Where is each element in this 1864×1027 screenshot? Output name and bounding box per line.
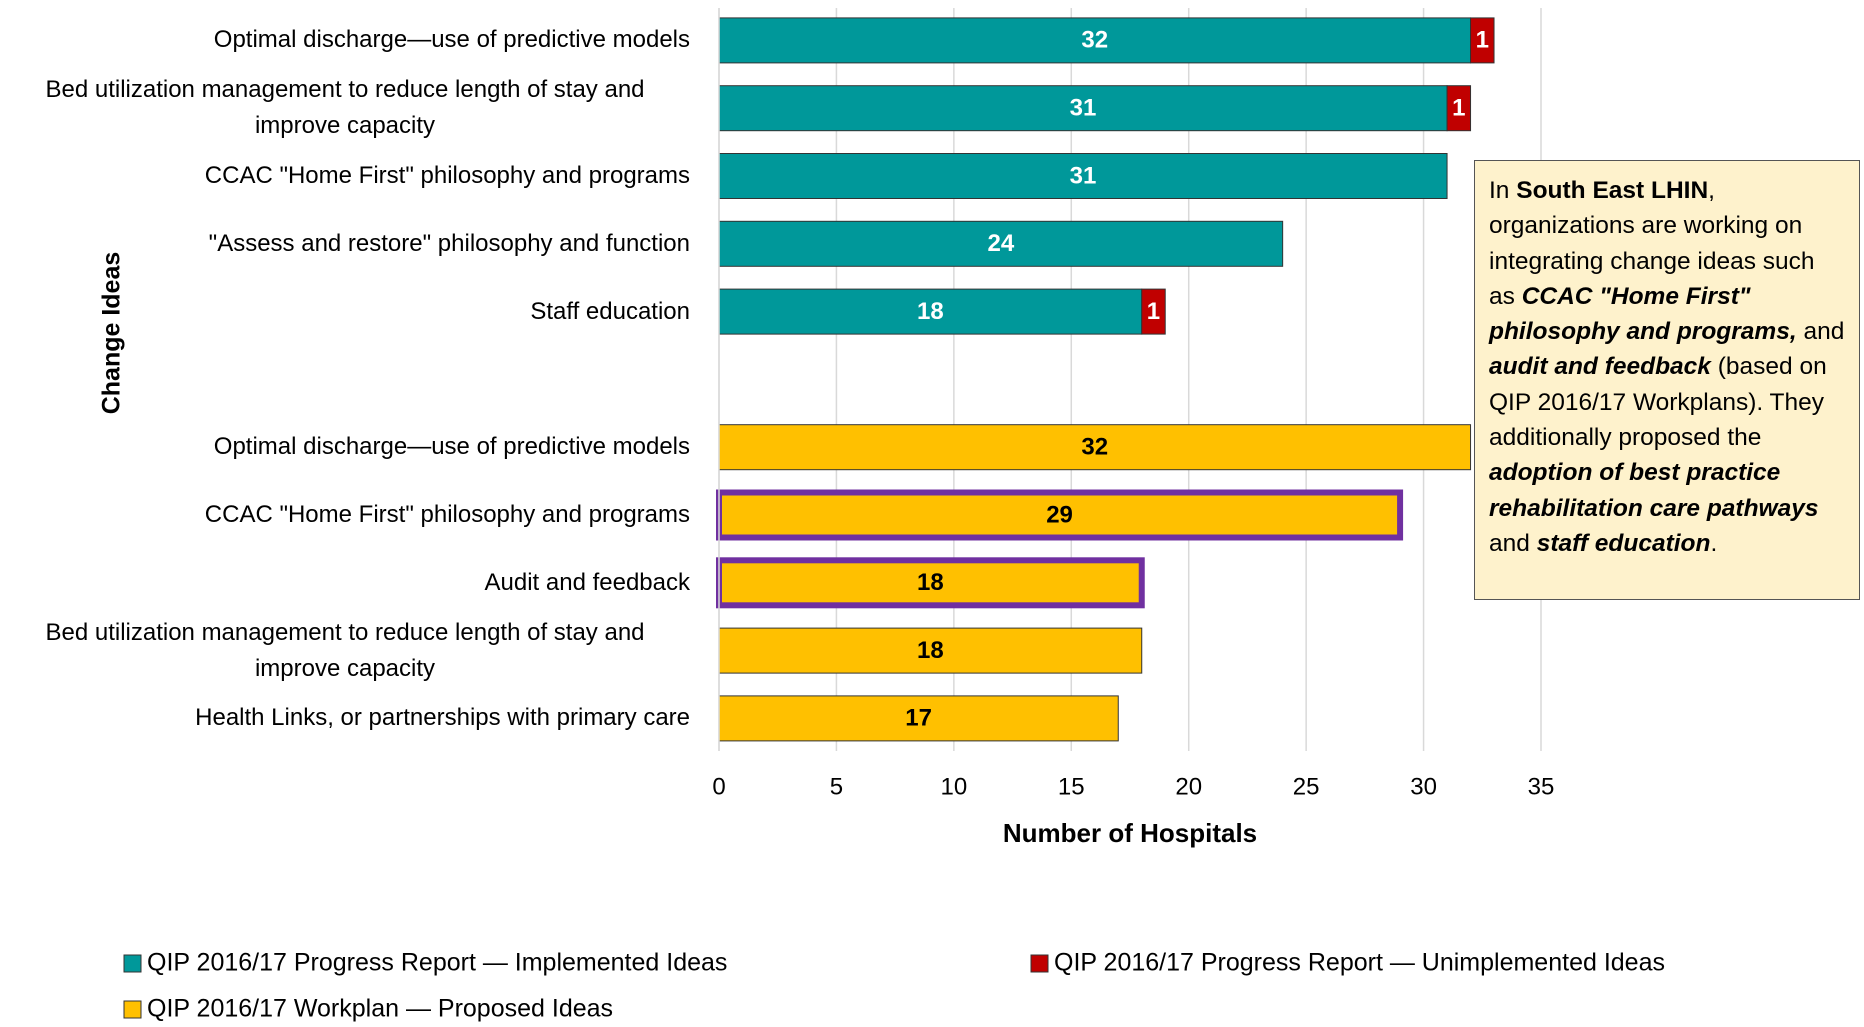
x-tick-label: 30 xyxy=(1410,773,1437,800)
y-tick-text: Health Links, or partnerships with prima… xyxy=(195,704,690,732)
y-tick-text: Optimal discharge—use of predictive mode… xyxy=(213,433,690,461)
bar xyxy=(718,424,1472,471)
data-label: 31 xyxy=(1070,95,1097,122)
bar xyxy=(716,557,1145,609)
bar xyxy=(1141,288,1166,335)
data-label: 18 xyxy=(917,298,944,325)
bar xyxy=(718,288,1143,335)
annotation-text: and xyxy=(1796,318,1845,346)
data-label: 17 xyxy=(905,705,932,732)
data-label: 1 xyxy=(1452,95,1465,122)
legend-label: QIP 2016/17 Workplan — Proposed Ideas xyxy=(147,995,613,1023)
x-tick-label: 15 xyxy=(1058,773,1085,800)
legend-label: QIP 2016/17 Progress Report — Unimplemen… xyxy=(1054,949,1665,977)
annotation: In South East LHIN, organizations are wo… xyxy=(1474,160,1860,600)
bar xyxy=(718,153,1448,199)
data-label: 1 xyxy=(1476,27,1489,54)
data-label: 32 xyxy=(1081,27,1108,54)
x-tick-label: 35 xyxy=(1528,773,1555,800)
annotation-text: , organizations are working on integrati… xyxy=(1489,177,1815,310)
y-tick-text: Audit and feedback xyxy=(484,568,691,596)
annotation-text: In xyxy=(1489,177,1517,204)
data-label: 1 xyxy=(1147,298,1160,325)
x-axis-title: Number of Hospitals xyxy=(1003,818,1257,848)
y-tick-label: "Assess and restore" philosophy and func… xyxy=(0,226,690,262)
y-tick-label: Bed utilization management to reduce len… xyxy=(0,615,690,687)
annotation-text: audit and feedback xyxy=(1489,353,1711,381)
y-tick-text: Bed utilization management to reduce len… xyxy=(45,618,645,682)
bar xyxy=(718,627,1143,674)
y-tick-label: CCAC "Home First" philosophy and program… xyxy=(0,158,690,194)
bar xyxy=(718,695,1119,742)
annotation-text: and xyxy=(1489,529,1537,557)
data-label: 29 xyxy=(1046,501,1073,528)
y-tick-text: "Assess and restore" philosophy and func… xyxy=(208,229,690,257)
x-tick-label: 10 xyxy=(941,773,968,800)
x-tick-label: 20 xyxy=(1175,773,1202,800)
annotation-text: . xyxy=(1710,529,1718,557)
y-tick-label: CCAC "Home First" philosophy and program… xyxy=(0,497,690,533)
bar xyxy=(1470,17,1495,64)
bar xyxy=(718,220,1284,267)
data-label: 32 xyxy=(1081,434,1108,461)
bar xyxy=(716,489,1404,541)
legend-label: QIP 2016/17 Progress Report — Implemente… xyxy=(147,949,727,977)
annotation-text: CCAC "Home First" philosophy and program… xyxy=(1489,282,1797,346)
legend-swatch xyxy=(1030,954,1049,973)
y-tick-label: Health Links, or partnerships with prima… xyxy=(0,700,690,736)
y-tick-label: Audit and feedback xyxy=(0,565,691,601)
y-tick-label: Staff education xyxy=(0,294,690,330)
y-tick-label: Optimal discharge—use of predictive mode… xyxy=(0,429,690,465)
bar xyxy=(1446,85,1472,132)
annotation-text: staff education xyxy=(1536,529,1711,557)
data-label: 18 xyxy=(917,569,944,596)
legend-swatch xyxy=(123,1000,142,1019)
data-label: 31 xyxy=(1070,162,1097,189)
y-tick-text: Optimal discharge—use of predictive mode… xyxy=(213,26,690,54)
y-tick-text: CCAC "Home First" philosophy and program… xyxy=(204,162,690,189)
annotation-text: adoption of best practice rehabilitation… xyxy=(1489,459,1819,522)
data-label: 24 xyxy=(987,230,1014,257)
y-tick-text: Staff education xyxy=(530,297,690,325)
y-tick-text: Bed utilization management to reduce len… xyxy=(45,76,645,140)
x-tick-label: 25 xyxy=(1293,773,1320,800)
x-tick-label: 5 xyxy=(830,773,843,800)
annotation-text: South East LHIN xyxy=(1516,177,1709,204)
y-tick-label: Bed utilization management to reduce len… xyxy=(0,72,690,144)
x-tick-label: 0 xyxy=(712,773,725,800)
y-tick-label: Optimal discharge—use of predictive mode… xyxy=(0,22,690,58)
annotation-text: (based on QIP 2016/17 Workplans). They a… xyxy=(1489,353,1827,452)
y-axis-title: Change Ideas xyxy=(98,252,126,415)
legend-swatch xyxy=(123,954,142,973)
y-tick-text: CCAC "Home First" philosophy and program… xyxy=(204,501,690,528)
data-label: 18 xyxy=(917,637,944,664)
